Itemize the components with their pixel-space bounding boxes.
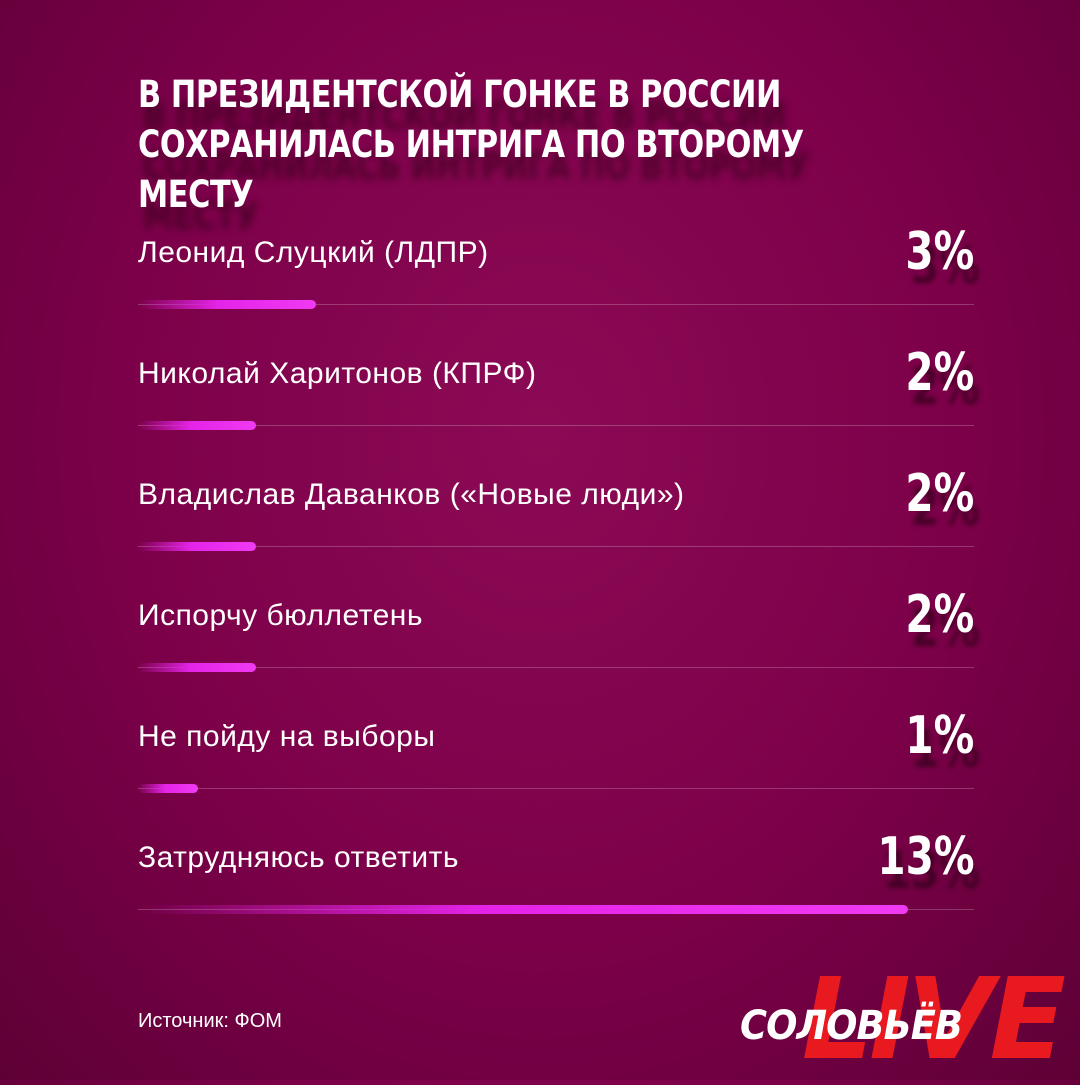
value-label: 3% (905, 222, 974, 282)
bar (138, 300, 316, 309)
chart-row: Не пойду на выборы 1% (138, 706, 974, 827)
value-label: 2% (905, 464, 974, 524)
logo-live-text: LIVE (801, 955, 1066, 1085)
category-label: Не пойду на выборы (138, 720, 436, 753)
bar (138, 542, 256, 551)
chart-row: Затрудняюсь ответить 13% (138, 827, 974, 948)
chart-rows: Леонид Слуцкий (ЛДПР) 3% Николай Харитонов… (138, 222, 974, 948)
bar (138, 784, 198, 793)
bar-track (138, 788, 974, 789)
category-label: Затрудняюсь ответить (138, 841, 459, 874)
chart-row: Леонид Слуцкий (ЛДПР) 3% (138, 222, 974, 343)
category-label: Николай Харитонов (КПРФ) (138, 357, 537, 390)
category-label: Владислав Даванков («Новые люди») (138, 478, 685, 511)
source-note: Источник: ФОМ (138, 1010, 282, 1032)
value-label: 1% (905, 706, 974, 766)
category-label: Леонид Слуцкий (ЛДПР) (138, 236, 489, 269)
chart-row: Испорчу бюллетень 2% (138, 585, 974, 706)
chart-row: Владислав Даванков («Новые люди») 2% (138, 464, 974, 585)
chart-title: В президентской гонке в России сохранила… (138, 73, 804, 216)
chart-row: Николай Харитонов (КПРФ) 2% (138, 343, 974, 464)
bar-track (138, 425, 974, 426)
logo-brand-text: СОЛОВЬЁВ (740, 1003, 963, 1049)
value-label: 2% (905, 585, 974, 645)
bar (138, 905, 908, 914)
bar-track (138, 546, 974, 547)
category-label: Испорчу бюллетень (138, 599, 423, 632)
bar (138, 663, 256, 672)
bar-track (138, 304, 974, 305)
bar (138, 421, 256, 430)
value-label: 13% (876, 827, 974, 887)
value-label: 2% (905, 343, 974, 403)
brand-logo: LIVE СОЛОВЬЁВ (730, 964, 1080, 1080)
bar-track (138, 667, 974, 668)
